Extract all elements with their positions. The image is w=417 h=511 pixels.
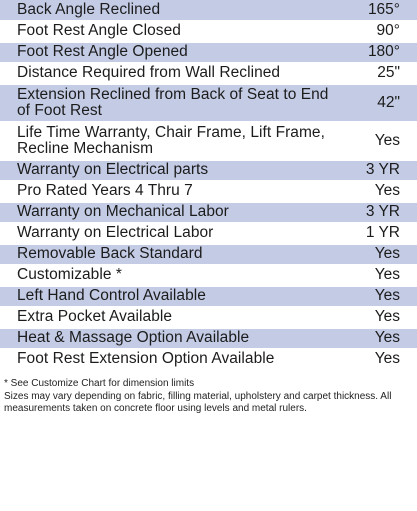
spec-value: Yes [374, 308, 400, 326]
spec-row: Foot Rest Angle Closed 90° [0, 22, 417, 41]
spec-label: Extra Pocket Available [17, 308, 173, 326]
spec-row: Customizable * Yes [0, 266, 417, 285]
spec-label: Foot Rest Extension Option Available [17, 350, 275, 368]
spec-row: Left Hand Control Available Yes [0, 287, 417, 306]
spec-row: Extra Pocket Available Yes [0, 308, 417, 327]
spec-row: Back Angle Reclined 165° [0, 0, 417, 20]
spec-value: 180° [367, 43, 400, 61]
spec-value: Yes [374, 245, 400, 263]
spec-row: Warranty on Mechanical Labor 3 YR [0, 203, 417, 222]
measurement-note: Sizes may vary depending on fabric, fill… [4, 390, 392, 415]
spec-label: Life Time Warranty, Chair Frame, Lift Fr… [17, 123, 325, 157]
spec-value: Yes [374, 266, 400, 284]
spec-label: Removable Back Standard [17, 245, 203, 263]
customize-note: * See Customize Chart for dimension limi… [4, 378, 195, 389]
spec-row: Distance Required from Wall Reclined 25" [0, 64, 417, 83]
spec-label: Distance Required from Wall Reclined [17, 64, 281, 82]
spec-value: 1 YR [365, 224, 400, 242]
spec-row: Pro Rated Years 4 Thru 7 Yes [0, 182, 417, 201]
spec-value: 42" [377, 93, 400, 111]
spec-label: Pro Rated Years 4 Thru 7 [17, 182, 193, 200]
spec-value: 165° [367, 0, 400, 18]
spec-value: Yes [374, 350, 400, 368]
spec-label: Warranty on Electrical parts [17, 161, 209, 179]
spec-row: Life Time Warranty, Chair Frame, Lift Fr… [0, 123, 417, 159]
spec-value: 90° [376, 22, 400, 40]
spec-value: Yes [374, 329, 400, 347]
spec-label: Back Angle Reclined [17, 0, 161, 18]
spec-label: Foot Rest Angle Closed [17, 22, 181, 40]
spec-value: Yes [374, 131, 400, 149]
spec-label: Left Hand Control Available [17, 287, 206, 305]
spec-label: Warranty on Mechanical Labor [17, 203, 229, 221]
spec-label: Customizable * [17, 266, 122, 284]
footnotes: * See Customize Chart for dimension limi… [4, 378, 409, 416]
spec-label: Heat & Massage Option Available [17, 329, 250, 347]
spec-value: 3 YR [365, 161, 400, 179]
spec-table: Back Angle Reclined 165° Foot Rest Angle C… [0, 0, 417, 369]
spec-row: Foot Rest Angle Opened 180° [0, 43, 417, 62]
spec-row: Foot Rest Extension Option Available Yes [0, 350, 417, 369]
spec-row: Extension Reclined from Back of Seat to … [0, 85, 417, 121]
spec-row: Heat & Massage Option Available Yes [0, 329, 417, 348]
spec-label: Foot Rest Angle Opened [17, 43, 188, 61]
spec-value: 3 YR [365, 203, 400, 221]
spec-row: Warranty on Electrical parts 3 YR [0, 161, 417, 180]
spec-row: Removable Back Standard Yes [0, 245, 417, 264]
spec-label: Extension Reclined from Back of Seat to … [17, 85, 329, 119]
spec-value: Yes [374, 182, 400, 200]
spec-value: 25" [377, 64, 400, 82]
spec-label: Warranty on Electrical Labor [17, 224, 214, 242]
spec-value: Yes [374, 287, 400, 305]
spec-row: Warranty on Electrical Labor 1 YR [0, 224, 417, 243]
